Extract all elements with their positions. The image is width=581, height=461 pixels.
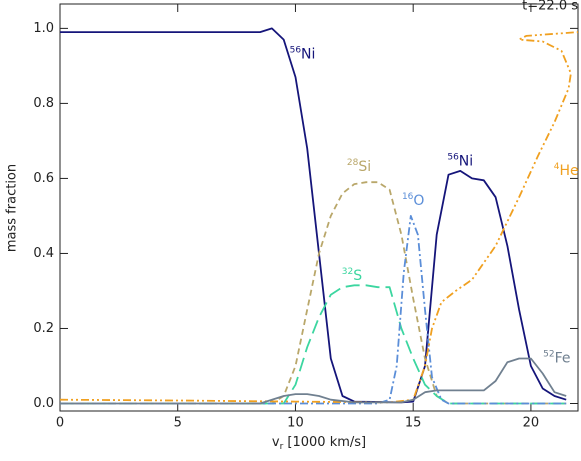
series-line <box>60 181 567 405</box>
x-tick-label: 0 <box>56 416 64 431</box>
series-line <box>60 357 567 405</box>
annotation: 16O <box>402 191 424 209</box>
annotation-element: Si <box>358 159 371 175</box>
y-tick-label: 1.0 <box>33 21 54 36</box>
annotation-element: O <box>413 193 424 209</box>
annotation: 56Ni <box>447 152 473 170</box>
annotation-element: He <box>560 163 579 179</box>
y-tick-label: 0.6 <box>33 171 54 186</box>
annotation-mass: 4 <box>554 161 560 171</box>
annotation: 56Ni <box>290 45 316 63</box>
x-tick-label: 20 <box>523 416 540 431</box>
chart-title: t=22.0 s <box>522 0 578 14</box>
annotation-mass: 32 <box>342 266 353 276</box>
annotation: 4He <box>554 161 579 179</box>
plot-frame <box>59 3 579 412</box>
y-tick-label: 0.0 <box>33 396 54 411</box>
y-tick-label: 0.2 <box>33 321 54 336</box>
x-tick-label: 5 <box>174 416 182 431</box>
x-tick-label: 10 <box>287 416 304 431</box>
x-tick-label: 15 <box>405 416 422 431</box>
annotation-mass: 28 <box>347 158 359 168</box>
y-tick-label: 0.8 <box>33 96 54 111</box>
annotation-element: Ni <box>459 154 473 170</box>
series-line <box>60 215 567 405</box>
annotation-mass: 16 <box>402 191 414 201</box>
annotation: 28Si <box>347 158 371 176</box>
annotation-mass: 56 <box>447 152 459 162</box>
annotation-element: Ni <box>301 47 315 63</box>
series-line <box>60 27 567 404</box>
annotation-mass: 56 <box>290 45 302 55</box>
x-axis-label: vr [1000 km/s] <box>272 435 366 452</box>
annotation: 32S <box>342 266 362 284</box>
annotation-element: Fe <box>555 350 571 366</box>
series-line <box>60 284 567 405</box>
y-axis-label: mass fraction <box>5 164 20 252</box>
x-label-main: v <box>272 435 280 450</box>
y-tick-label: 0.4 <box>33 246 54 261</box>
annotation-mass: 52 <box>543 349 554 359</box>
x-label-rest: [1000 km/s] <box>283 435 366 450</box>
x-label-sub: r <box>280 442 284 452</box>
annotation-element: S <box>353 268 362 284</box>
annotation: 52Fe <box>543 349 570 367</box>
